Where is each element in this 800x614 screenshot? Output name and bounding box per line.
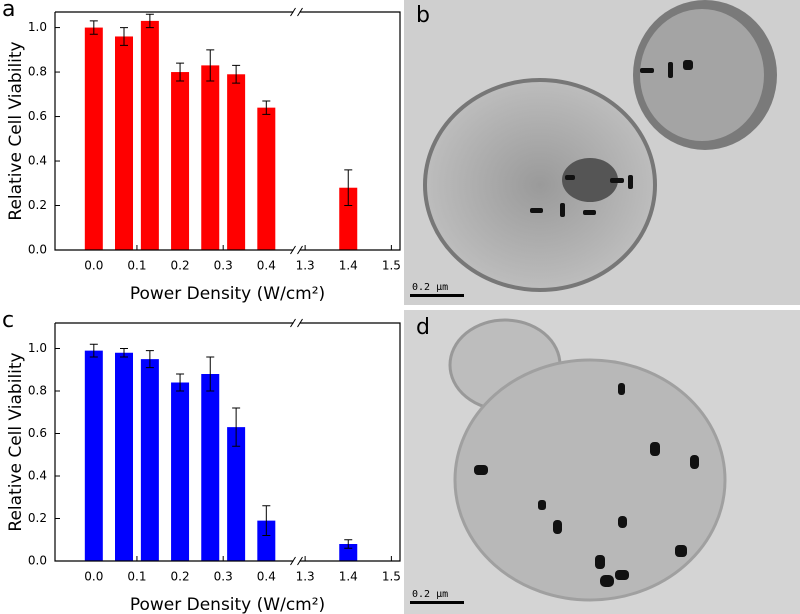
- axis-break-gap: [293, 245, 300, 255]
- panel-letter: b: [416, 3, 430, 28]
- bar: [115, 36, 133, 251]
- x-tick-label: 1.4: [339, 570, 358, 584]
- x-tick-label: 0.0: [84, 570, 103, 584]
- error-bar: [176, 373, 185, 392]
- x-tick-label: 1.3: [296, 570, 315, 584]
- y-tick-label: 0.0: [28, 243, 47, 257]
- y-tick-label: 0.0: [28, 554, 47, 568]
- y-tick-label: 0.8: [28, 384, 47, 398]
- error-bar: [344, 169, 353, 207]
- error-bar: [120, 348, 128, 358]
- y-tick-label: 0.6: [28, 109, 47, 123]
- bar: [227, 74, 246, 251]
- nanorods: [530, 60, 693, 217]
- x-tick-label: 1.5: [382, 259, 401, 273]
- axis-break: [290, 556, 303, 566]
- bar: [257, 107, 276, 250]
- scale-bar: [410, 601, 464, 604]
- axis-break: [290, 7, 303, 17]
- bar: [201, 374, 220, 561]
- y-tick-label: 0.2: [28, 198, 47, 212]
- cell-body: [423, 78, 657, 292]
- bar: [339, 187, 358, 250]
- x-tick-label: 1.3: [296, 259, 315, 273]
- error-bar: [176, 62, 185, 82]
- x-tick-label: 0.1: [127, 570, 146, 584]
- y-axis-title: Relative Cell Viability: [6, 352, 26, 531]
- y-axis-title: Relative Cell Viability: [6, 41, 26, 220]
- x-tick-label: 0.4: [257, 259, 276, 273]
- error-bar: [120, 27, 128, 46]
- error-bar: [145, 13, 154, 29]
- cell-body: [453, 358, 727, 602]
- x-axis-title: Power Density (W/cm²): [130, 284, 325, 304]
- axis-break: [290, 318, 303, 328]
- chart: 0.0 0.2 0.4 0.6 0.8 1.0 0.0 0.1 0.2 0.3 0.4 1.3 1.4 1…: [2, 0, 401, 304]
- y-tick-label: 0.4: [28, 469, 47, 483]
- bar: [115, 352, 133, 561]
- error-bar: [206, 356, 215, 392]
- tem-image-b: 0.2 μm b: [404, 0, 800, 305]
- bar: [84, 350, 103, 561]
- bar: [201, 65, 220, 250]
- x-tick-label: 0.2: [171, 570, 190, 584]
- y-tick-label: 1.0: [28, 341, 47, 355]
- axis-break: [290, 245, 303, 255]
- bar: [140, 20, 159, 250]
- bar: [227, 427, 246, 561]
- nanorod-cluster: [562, 158, 618, 202]
- axis-break-gap: [293, 318, 300, 328]
- scale-label: 0.2 μm: [412, 589, 448, 600]
- error-bar: [206, 49, 215, 82]
- x-axis-title: Power Density (W/cm²): [130, 595, 325, 614]
- axis-frame: [54, 11, 401, 251]
- y-tick-label: 0.4: [28, 154, 47, 168]
- bar: [171, 72, 190, 250]
- vesicle-core: [640, 9, 764, 141]
- x-tick-label: 0.3: [214, 259, 233, 273]
- bar: [84, 27, 103, 250]
- x-tick-label: 0.2: [171, 259, 190, 273]
- error-bar: [89, 20, 98, 35]
- error-bar: [232, 64, 241, 84]
- chart: 0.0 0.2 0.4 0.6 0.8 1.0 0.0 0.1 0.2 0.3 0.4 1.3 1.4 1…: [2, 308, 401, 614]
- panel-letter: a: [2, 0, 15, 22]
- error-bar: [344, 539, 353, 549]
- bar: [140, 359, 159, 561]
- nanorods: [474, 383, 699, 587]
- y-tick-label: 0.8: [28, 65, 47, 79]
- scale-label: 0.2 μm: [412, 282, 448, 293]
- axis-break-gap: [293, 7, 300, 17]
- error-bar: [145, 350, 154, 369]
- panel-letter: d: [416, 315, 430, 340]
- error-bar: [89, 343, 98, 358]
- y-tick-label: 0.2: [28, 511, 47, 525]
- x-tick-label: 1.5: [382, 570, 401, 584]
- x-tick-label: 0.0: [84, 259, 103, 273]
- error-bar: [232, 407, 241, 447]
- x-tick-label: 1.4: [339, 259, 358, 273]
- bar: [339, 544, 358, 561]
- scale-bar: [410, 294, 464, 297]
- error-bar: [262, 100, 271, 115]
- y-tick-label: 0.6: [28, 426, 47, 440]
- tem-image-d: 0.2 μm d: [404, 310, 800, 614]
- x-tick-label: 0.3: [214, 570, 233, 584]
- error-bar: [262, 505, 271, 536]
- x-tick-label: 0.1: [127, 259, 146, 273]
- axis-break-gap: [293, 556, 300, 566]
- bar: [171, 382, 190, 561]
- x-tick-label: 0.4: [257, 570, 276, 584]
- y-tick-label: 1.0: [28, 20, 47, 34]
- bar: [257, 520, 276, 561]
- panel-letter: c: [2, 308, 14, 333]
- axis-frame: [54, 322, 401, 562]
